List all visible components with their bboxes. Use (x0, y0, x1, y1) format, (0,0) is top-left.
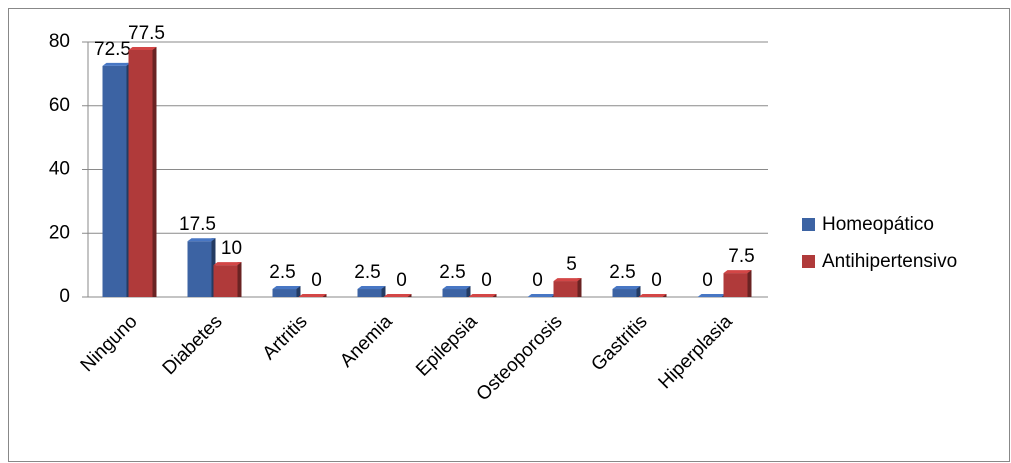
y-tick-label: 60 (49, 95, 70, 116)
bar-top (723, 270, 752, 274)
bar (442, 289, 467, 297)
bar-side (152, 46, 157, 297)
bar (187, 241, 212, 297)
legend-label: Homeopático (822, 214, 934, 235)
bar-top (102, 62, 131, 66)
data-label: 2.5 (609, 262, 635, 283)
bar-top (468, 294, 497, 297)
data-label: 2.5 (269, 262, 295, 283)
x-tick-label: Gastritis (587, 311, 651, 375)
x-tick-label: Epilepsia (412, 311, 482, 381)
bar-top (612, 286, 641, 290)
data-label: 0 (481, 270, 492, 291)
bar-top (527, 294, 556, 297)
bar-top (213, 262, 242, 266)
bar (357, 289, 382, 297)
bar-top (298, 294, 327, 297)
x-tick-label: Osteoporosis (473, 311, 567, 405)
x-tick-label: Hiperplasia (655, 311, 737, 393)
data-label: 7.5 (728, 246, 754, 267)
chart-frame (8, 8, 1010, 462)
data-label: 10 (221, 238, 242, 259)
bar (612, 289, 637, 297)
x-tick-label: Artritis (259, 311, 312, 364)
legend-label: Antihipertensivo (822, 251, 957, 272)
bar-side (577, 278, 582, 297)
y-tick-label: 0 (59, 286, 70, 307)
x-tick-label: Diabetes (159, 311, 227, 379)
bar-side (747, 270, 752, 297)
bar (723, 273, 748, 297)
bar (553, 281, 578, 297)
x-tick-label: Ninguno (77, 311, 142, 376)
bar-side (466, 286, 471, 297)
y-tick-label: 80 (49, 31, 70, 52)
bar-top (553, 278, 582, 282)
data-label: 0 (702, 270, 713, 291)
data-label: 0 (651, 270, 662, 291)
bar-top (383, 294, 412, 297)
bar-top (442, 286, 471, 290)
bar-top (697, 294, 726, 297)
bar-side (636, 286, 641, 297)
bar-side (296, 286, 301, 297)
data-label: 72.5 (94, 39, 131, 60)
bar-top (128, 46, 157, 50)
bar-top (187, 238, 216, 242)
data-label: 5 (566, 254, 577, 275)
legend-swatch (802, 255, 815, 268)
data-label: 17.5 (179, 214, 216, 235)
bar (272, 289, 297, 297)
data-label: 0 (311, 270, 322, 291)
data-label: 2.5 (354, 262, 380, 283)
bar-top (272, 286, 301, 290)
data-label: 77.5 (128, 23, 165, 44)
x-tick-label: Anemia (336, 311, 397, 372)
data-label: 2.5 (439, 262, 465, 283)
bar (102, 65, 127, 297)
bar-top (357, 286, 386, 290)
data-label: 0 (532, 270, 543, 291)
legend-swatch (802, 218, 815, 231)
y-tick-label: 20 (49, 222, 70, 243)
bar (213, 265, 238, 297)
bar-side (381, 286, 386, 297)
bar-side (237, 262, 242, 297)
y-tick-label: 40 (49, 159, 70, 180)
bar-top (638, 294, 667, 297)
bar (128, 49, 153, 297)
data-label: 0 (396, 270, 407, 291)
